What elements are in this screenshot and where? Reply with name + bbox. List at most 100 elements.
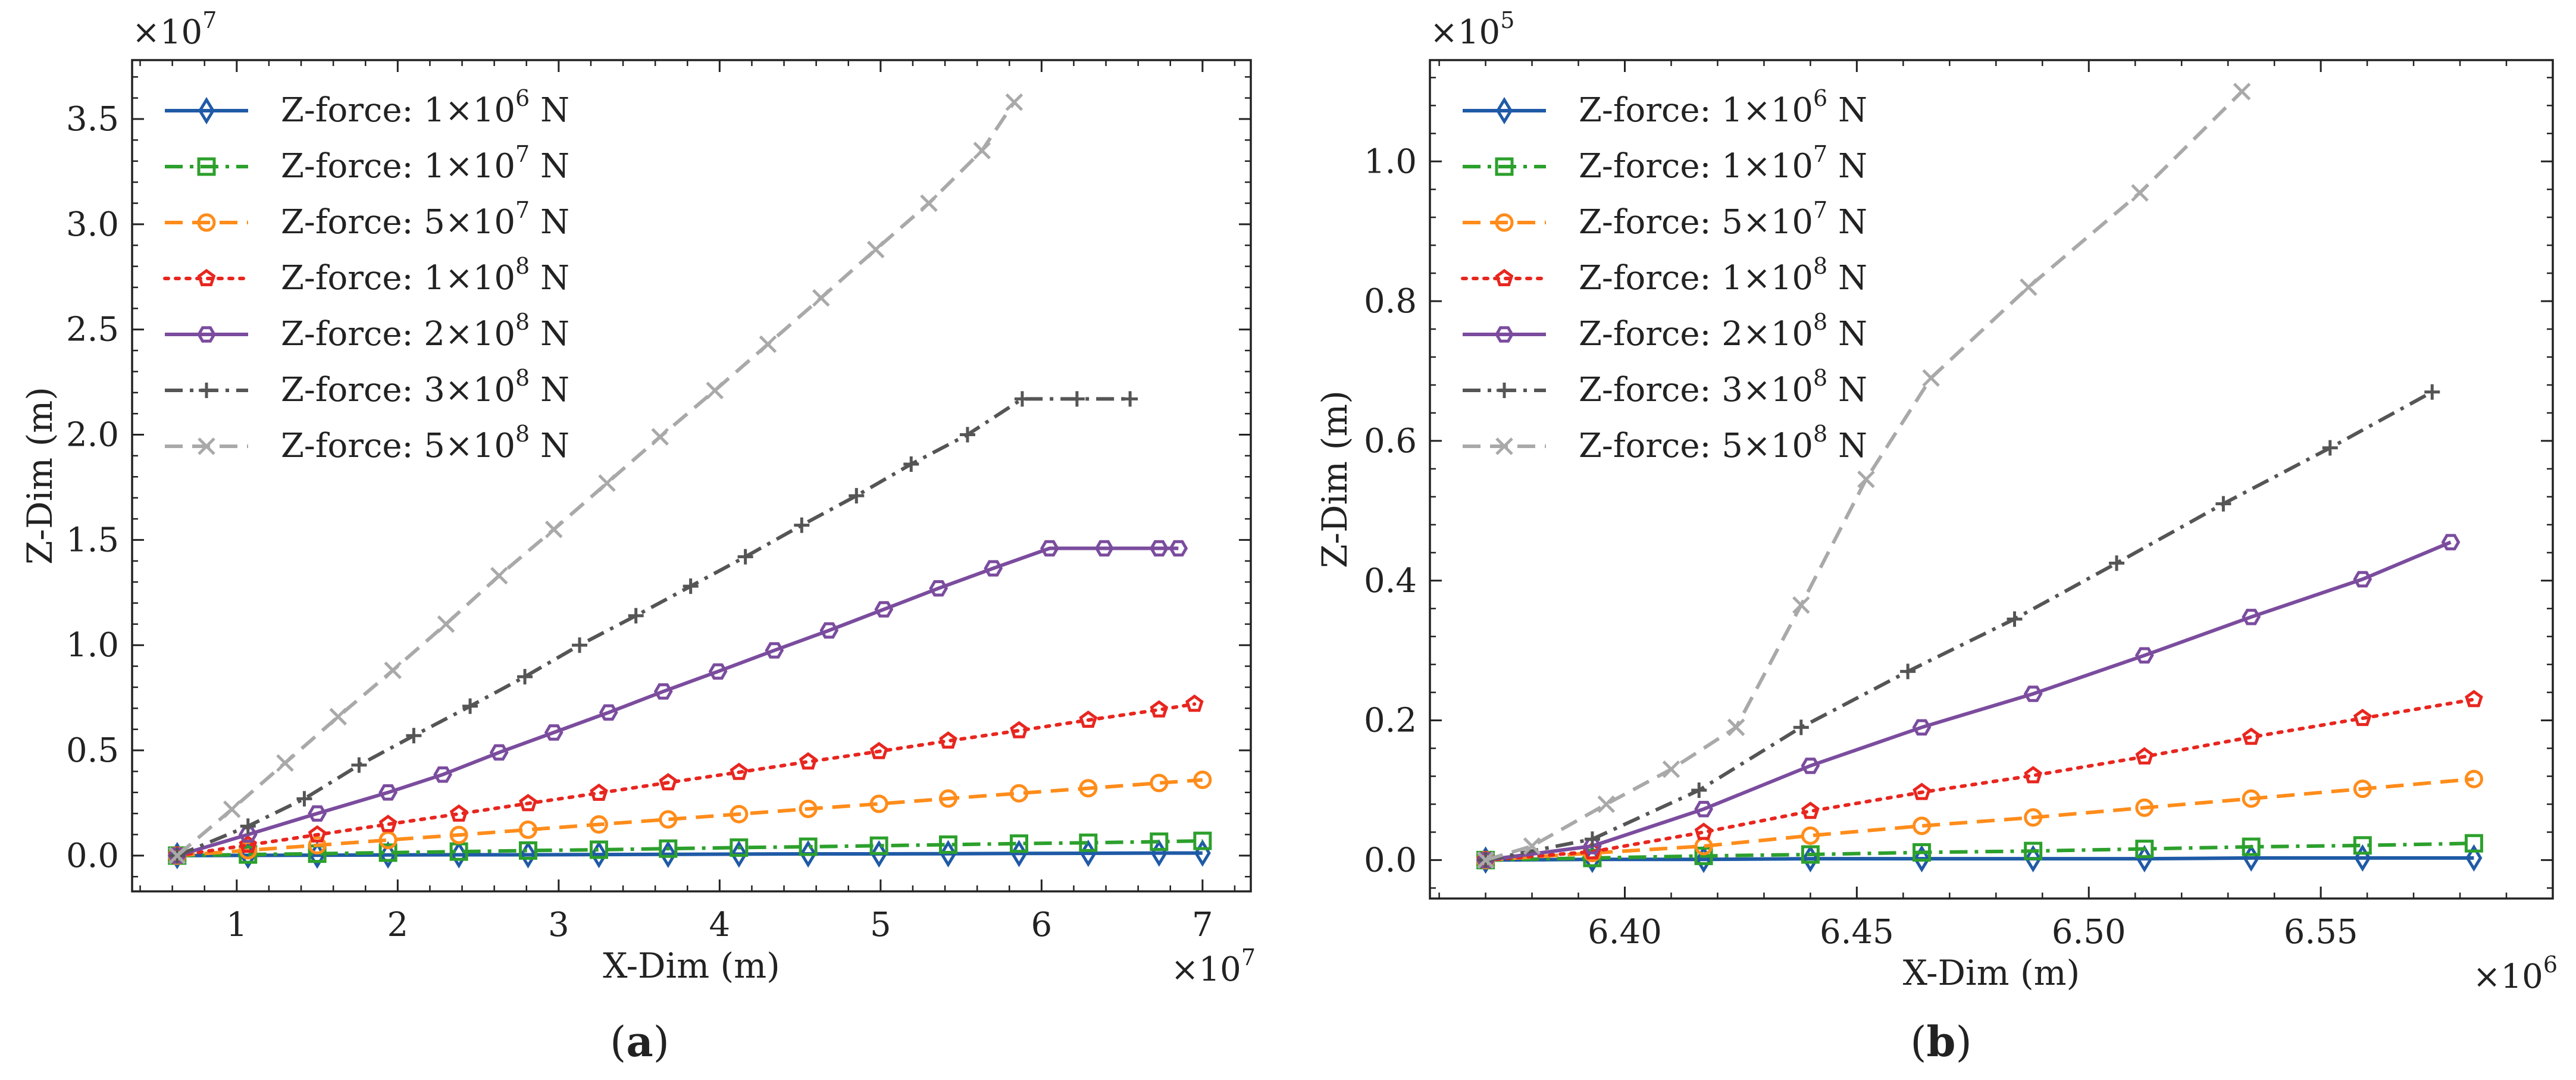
y-axis-multiplier: ×105 [1430, 7, 1514, 52]
data-point [2136, 845, 2153, 873]
series-6 [169, 391, 1138, 863]
legend-marker [1495, 437, 1513, 455]
data-point [799, 752, 818, 770]
legend-label: Z-force: 2×108 N [281, 309, 569, 353]
data-point [519, 794, 537, 812]
y-tick-label: 1.0 [1364, 142, 1417, 181]
x-tick-label: 6 [1031, 906, 1053, 944]
data-point [2134, 647, 2154, 664]
data-point [759, 335, 777, 353]
data-point [1094, 540, 1114, 557]
legend-marker [1496, 96, 1513, 125]
y-tick-label: 0.4 [1364, 562, 1417, 600]
data-point [1727, 718, 1745, 737]
data-point [2465, 690, 2483, 708]
data-point [1801, 845, 1820, 864]
data-point [1150, 700, 1169, 718]
legend-label: Z-force: 5×107 N [281, 197, 569, 242]
data-point [2464, 769, 2483, 788]
legend: Z-force: 1×106 N Z-force: 1×107 N Z-force:… [163, 85, 569, 465]
legend-marker [1495, 268, 1514, 286]
data-point [737, 549, 753, 565]
data-point [296, 791, 312, 807]
plot-area [1476, 83, 2483, 874]
data-point [1694, 846, 1713, 865]
series-line [177, 851, 1203, 857]
data-point [2131, 184, 2149, 202]
data-point [1694, 822, 1713, 840]
legend-label: Z-force: 1×108 N [281, 253, 569, 298]
data-point [871, 840, 888, 868]
y-tick-label: 0.6 [1364, 422, 1417, 461]
data-point [449, 804, 468, 822]
y-tick-label: 1.0 [66, 626, 119, 665]
series-line [1485, 841, 2474, 862]
series-4 [168, 694, 1204, 863]
legend-marker [198, 96, 215, 125]
data-point [168, 847, 186, 865]
data-point [2135, 840, 2154, 859]
data-point [2135, 747, 2154, 765]
data-point [2023, 685, 2043, 702]
data-point [1662, 760, 1680, 778]
series-4 [1476, 690, 2483, 868]
legend-item-1: Z-force: 1×106 N [165, 85, 569, 130]
data-point [940, 840, 957, 868]
data-point [517, 669, 533, 685]
data-point [2024, 841, 2043, 860]
data-point [1801, 826, 1820, 845]
data-point [1185, 694, 1204, 712]
legend-marker [197, 157, 216, 176]
series-3 [1476, 769, 2483, 869]
panel-label: (b) [1910, 1017, 1972, 1066]
data-point [659, 773, 678, 791]
data-point [378, 831, 397, 850]
data-point [799, 837, 818, 856]
data-point [683, 578, 699, 594]
data-point [1913, 845, 1930, 873]
data-point [1792, 596, 1810, 614]
plot-frame [1429, 59, 2554, 900]
data-point [1009, 784, 1028, 803]
data-point [599, 704, 618, 721]
data-point [544, 724, 564, 741]
legend-label: Z-force: 1×107 N [281, 141, 569, 186]
data-point [2233, 83, 2251, 101]
series-7 [1476, 83, 2251, 869]
legend-marker [197, 326, 216, 343]
data-point [489, 744, 509, 761]
y-axis-multiplier: ×107 [132, 7, 217, 52]
y-tick-label: 0.0 [1364, 841, 1417, 879]
data-point [1014, 391, 1030, 407]
data-point [2353, 571, 2372, 588]
legend-label: Z-force: 2×108 N [1579, 309, 1867, 353]
x-tick-label: 2 [387, 906, 409, 944]
legend-item-5: Z-force: 2×108 N [165, 309, 569, 353]
legend-label: Z-force: 5×108 N [1579, 421, 1867, 465]
data-point [659, 840, 677, 868]
data-point [869, 836, 888, 855]
series-line [176, 546, 1179, 857]
data-point [2024, 766, 2042, 784]
data-point [329, 708, 348, 726]
data-point [1801, 802, 1820, 819]
data-point [651, 428, 669, 446]
data-point [800, 840, 817, 868]
series-line [177, 839, 1203, 857]
data-point [1694, 800, 1713, 818]
series-3 [168, 771, 1212, 865]
data-point [1922, 369, 1940, 387]
data-point [849, 488, 865, 504]
data-point [1079, 779, 1098, 798]
data-point [1079, 833, 1098, 852]
legend-item-2: Z-force: 1×107 N [1463, 141, 1867, 186]
data-point [223, 800, 241, 818]
data-point [869, 741, 888, 759]
data-point [518, 820, 537, 839]
legend-label: Z-force: 1×108 N [1579, 253, 1867, 298]
legend-item-4: Z-force: 1×108 N [1461, 253, 1867, 298]
legend-item-6: Z-force: 3×108 N [1463, 365, 1867, 409]
data-point [2465, 844, 2483, 872]
data-point [730, 838, 749, 857]
